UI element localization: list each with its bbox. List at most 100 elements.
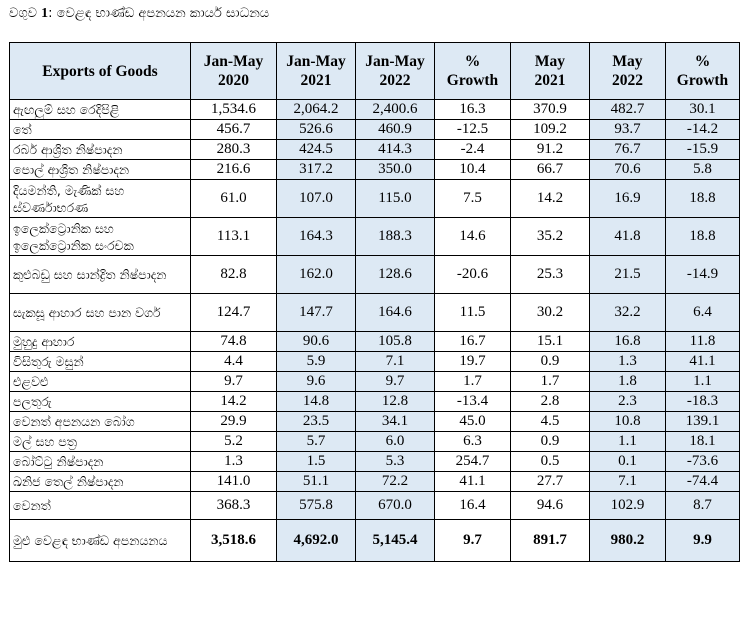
table-row: ඛනිජ තෙල් නිෂ්පාදන 141.0 51.1 72.2 41.1 27.7 7… (9, 471, 740, 492)
cell-janmay-2022: 34.1 (355, 411, 435, 432)
cell-janmay-2021: 526.6 (276, 119, 356, 140)
cell-may-2022: 0.1 (589, 451, 666, 472)
cell-growth-janmay: 14.6 (434, 217, 511, 256)
row-label: වෙනත් (9, 491, 191, 520)
table-row: මල් සහ පත්‍ර 5.2 5.7 6.0 6.3 0.9 1.1 18.1 (9, 431, 740, 452)
cell-may-2022: 16.9 (589, 179, 666, 218)
row-label: මුළු වෙළඳ භාණ්ඩ අපනයනය (9, 519, 191, 562)
cell-janmay-2022: 128.6 (355, 255, 435, 294)
cell-janmay-2021: 5.9 (276, 351, 356, 372)
table-row: පලතුරු 14.2 14.8 12.8 -13.4 2.8 2.3 -18.3 (9, 391, 740, 412)
cell-growth-may: 6.4 (665, 293, 740, 332)
cell-janmay-2022: 9.7 (355, 371, 435, 392)
cell-growth-may: 8.7 (665, 491, 740, 520)
table-row: මුහුදු ආහාර 74.8 90.6 105.8 16.7 15.1 16.8 11.8 (9, 331, 740, 352)
cell-janmay-2022: 72.2 (355, 471, 435, 492)
cell-may-2022: 76.7 (589, 139, 666, 160)
cell-may-2022: 1.1 (589, 431, 666, 452)
cell-may-2022: 93.7 (589, 119, 666, 140)
table-row: රබර් ආශ්‍රිත නිෂ්පාදන 280.3 424.5 414.3 -2.4… (9, 139, 740, 160)
cell-growth-janmay: 6.3 (434, 431, 511, 452)
table-row: කුළුබඩු සහ සාන්ද්‍රිත නිෂ්පාදන 82.8 162.0 1… (9, 255, 740, 294)
cell-may-2021: 66.7 (510, 159, 590, 180)
cell-janmay-2022: 12.8 (355, 391, 435, 412)
cell-growth-janmay: 9.7 (434, 519, 511, 562)
cell-may-2022: 2.3 (589, 391, 666, 412)
row-label: සැකසූ ආහාර සහ පාන වර්ග (9, 293, 191, 332)
header-growth-may: % Growth (665, 42, 740, 100)
cell-may-2022: 32.2 (589, 293, 666, 332)
cell-janmay-2022: 670.0 (355, 491, 435, 520)
table-row: විසිතුරු මසුන් 4.4 5.9 7.1 19.7 0.9 1.3 41.1 (9, 351, 740, 372)
cell-janmay-2022: 105.8 (355, 331, 435, 352)
cell-janmay-2022: 414.3 (355, 139, 435, 160)
cell-growth-janmay: -20.6 (434, 255, 511, 294)
cell-janmay-2022: 5.3 (355, 451, 435, 472)
cell-growth-may: -74.4 (665, 471, 740, 492)
header-row: Exports of Goods Jan-May 2020 Jan-May 2021… (9, 42, 740, 100)
cell-janmay-2022: 7.1 (355, 351, 435, 372)
row-label: ඇඟලුම් සහ රෙදිපිළි (9, 99, 191, 120)
table-row: ඉලෙක්ට්‍රොනික සහ ඉලෙක්ට්‍රොනික සංරචක 113.… (9, 217, 740, 256)
cell-growth-may: -18.3 (665, 391, 740, 412)
total-row: මුළු වෙළඳ භාණ්ඩ අපනයනය 3,518.6 4,692.0 5,14… (9, 519, 740, 562)
cell-may-2021: 2.8 (510, 391, 590, 412)
row-label: තේ (9, 119, 191, 140)
cell-janmay-2021: 107.0 (276, 179, 356, 218)
cell-growth-may: 18.8 (665, 217, 740, 256)
header-janmay-2021: Jan-May 2021 (276, 42, 356, 100)
cell-may-2021: 1.7 (510, 371, 590, 392)
header-may-2022: May 2022 (589, 42, 666, 100)
cell-janmay-2022: 5,145.4 (355, 519, 435, 562)
caption-prefix: වගුව (9, 6, 42, 21)
cell-janmay-2022: 188.3 (355, 217, 435, 256)
cell-may-2022: 16.8 (589, 331, 666, 352)
row-label: වෙනත් අපනයන බෝග (9, 411, 191, 432)
cell-growth-janmay: 7.5 (434, 179, 511, 218)
cell-janmay-2020: 61.0 (190, 179, 277, 218)
cell-janmay-2020: 113.1 (190, 217, 277, 256)
row-label: පලතුරු (9, 391, 191, 412)
cell-may-2021: 4.5 (510, 411, 590, 432)
cell-may-2021: 0.5 (510, 451, 590, 472)
cell-janmay-2021: 162.0 (276, 255, 356, 294)
cell-janmay-2020: 82.8 (190, 255, 277, 294)
cell-janmay-2021: 4,692.0 (276, 519, 356, 562)
caption-title: : වෙළඳ භාණ්ඩ අපනයන කාර්ය සාධනය (48, 6, 270, 21)
cell-janmay-2021: 317.2 (276, 159, 356, 180)
cell-janmay-2020: 1.3 (190, 451, 277, 472)
cell-janmay-2020: 456.7 (190, 119, 277, 140)
cell-may-2021: 0.9 (510, 431, 590, 452)
cell-janmay-2021: 23.5 (276, 411, 356, 432)
cell-may-2021: 27.7 (510, 471, 590, 492)
cell-growth-may: 5.8 (665, 159, 740, 180)
cell-growth-may: 11.8 (665, 331, 740, 352)
header-may-2021: May 2021 (510, 42, 590, 100)
cell-janmay-2021: 424.5 (276, 139, 356, 160)
cell-growth-janmay: 16.3 (434, 99, 511, 120)
row-label: ඛනිජ තෙල් නිෂ්පාදන (9, 471, 191, 492)
table-row: වෙනත් 368.3 575.8 670.0 16.4 94.6 102.9 8.7 (9, 491, 740, 520)
cell-janmay-2020: 5.2 (190, 431, 277, 452)
cell-may-2021: 370.9 (510, 99, 590, 120)
cell-growth-may: 1.1 (665, 371, 740, 392)
cell-may-2022: 7.1 (589, 471, 666, 492)
cell-growth-may: 18.1 (665, 431, 740, 452)
cell-may-2021: 35.2 (510, 217, 590, 256)
cell-may-2022: 1.3 (589, 351, 666, 372)
cell-janmay-2022: 2,400.6 (355, 99, 435, 120)
table-row: එළවළු 9.7 9.6 9.7 1.7 1.7 1.8 1.1 (9, 371, 740, 392)
cell-janmay-2020: 1,534.6 (190, 99, 277, 120)
cell-may-2022: 10.8 (589, 411, 666, 432)
table-caption: වගුව 1: වෙළඳ භාණ්ඩ අපනයන කාර්ය සාධනය (9, 6, 269, 22)
cell-janmay-2021: 14.8 (276, 391, 356, 412)
cell-janmay-2021: 5.7 (276, 431, 356, 452)
cell-janmay-2020: 216.6 (190, 159, 277, 180)
header-janmay-2022: Jan-May 2022 (355, 42, 435, 100)
cell-growth-janmay: 10.4 (434, 159, 511, 180)
cell-may-2022: 980.2 (589, 519, 666, 562)
header-goods: Exports of Goods (9, 42, 191, 100)
cell-may-2021: 109.2 (510, 119, 590, 140)
exports-table: Exports of Goods Jan-May 2020 Jan-May 2021… (9, 42, 740, 562)
cell-janmay-2022: 350.0 (355, 159, 435, 180)
